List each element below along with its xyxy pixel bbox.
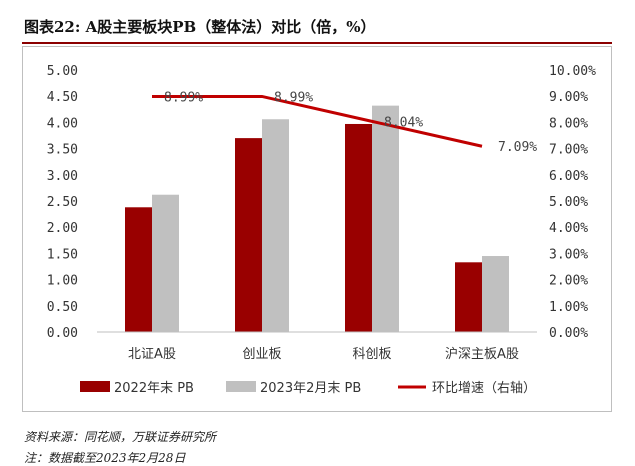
left-tick-label: 0.50 xyxy=(47,300,78,315)
category-label: 科创板 xyxy=(352,347,391,362)
bar-2023-feb-0 xyxy=(152,194,179,332)
left-tick-label: 3.50 xyxy=(47,143,78,158)
legend-swatch xyxy=(226,381,256,392)
left-tick-label: 2.00 xyxy=(47,221,78,236)
title-divider xyxy=(22,42,612,44)
growth-line-path xyxy=(152,94,483,148)
growth-data-label: 7.09% xyxy=(498,140,537,155)
left-tick-label: 1.00 xyxy=(47,274,78,289)
growth-data-label: 8.99% xyxy=(164,90,203,105)
legend-label: 环比增速（右轴） xyxy=(432,381,536,396)
bar-2022-0 xyxy=(125,207,152,332)
right-tick-label: 4.00% xyxy=(549,221,588,236)
left-tick-label: 0.00 xyxy=(47,326,78,341)
growth-line: 8.99% 8.99% 8.04% 7.09% xyxy=(152,90,537,155)
bars xyxy=(125,105,509,333)
date-note: 注：数据截至2023年2月28日 xyxy=(24,451,186,465)
left-tick-label: 4.00 xyxy=(47,116,78,131)
category-label: 沪深主板A股 xyxy=(445,346,519,362)
bar-2023-feb-2 xyxy=(372,105,399,333)
bar-2022-3 xyxy=(455,262,482,332)
right-tick-label: 2.00% xyxy=(549,274,588,289)
category-label: 创业板 xyxy=(242,347,281,362)
right-tick-label: 0.00% xyxy=(549,326,588,341)
left-tick-label: 2.50 xyxy=(47,195,78,210)
bar-2022-1 xyxy=(235,138,262,332)
legend: 2022年末 PB 2023年2月末 PB 环比增速（右轴） xyxy=(80,381,536,396)
bar-2023-feb-3 xyxy=(482,256,509,332)
left-tick-label: 4.50 xyxy=(47,90,78,105)
right-axis: 0.00% 1.00% 2.00% 3.00% 4.00% 5.00% 6.00% 7.00%… xyxy=(549,64,596,341)
right-tick-label: 5.00% xyxy=(549,195,588,210)
growth-data-label: 8.04% xyxy=(384,115,423,130)
right-tick-label: 10.00% xyxy=(549,64,596,79)
source-note: 资料来源：同花顺，万联证券研究所 xyxy=(24,430,217,444)
left-tick-label: 3.00 xyxy=(47,169,78,184)
bar-2023-feb-1 xyxy=(262,119,289,332)
left-tick-label: 1.50 xyxy=(47,247,78,262)
category-label: 北证A股 xyxy=(128,347,176,362)
chart-title: 图表22: A股主要板块PB（整体法）对比（倍，%） xyxy=(24,18,376,36)
right-tick-label: 6.00% xyxy=(549,169,588,184)
bar-2022-2 xyxy=(345,123,372,332)
right-tick-label: 8.00% xyxy=(549,116,588,131)
left-tick-label: 5.00 xyxy=(47,64,78,79)
chart-frame xyxy=(22,46,612,412)
legend-label: 2023年2月末 PB xyxy=(260,381,361,396)
right-tick-label: 3.00% xyxy=(549,247,588,262)
right-tick-label: 1.00% xyxy=(549,300,588,315)
left-axis: 0.00 0.50 1.00 1.50 2.00 2.50 3.00 3.50 4.00 4.50… xyxy=(47,64,78,341)
legend-swatch xyxy=(80,381,110,392)
category-labels: 北证A股 创业板 科创板 沪深主板A股 xyxy=(128,346,519,362)
right-tick-label: 9.00% xyxy=(549,90,588,105)
growth-data-label: 8.99% xyxy=(274,90,313,105)
legend-label: 2022年末 PB xyxy=(114,381,194,396)
right-tick-label: 7.00% xyxy=(549,143,588,158)
